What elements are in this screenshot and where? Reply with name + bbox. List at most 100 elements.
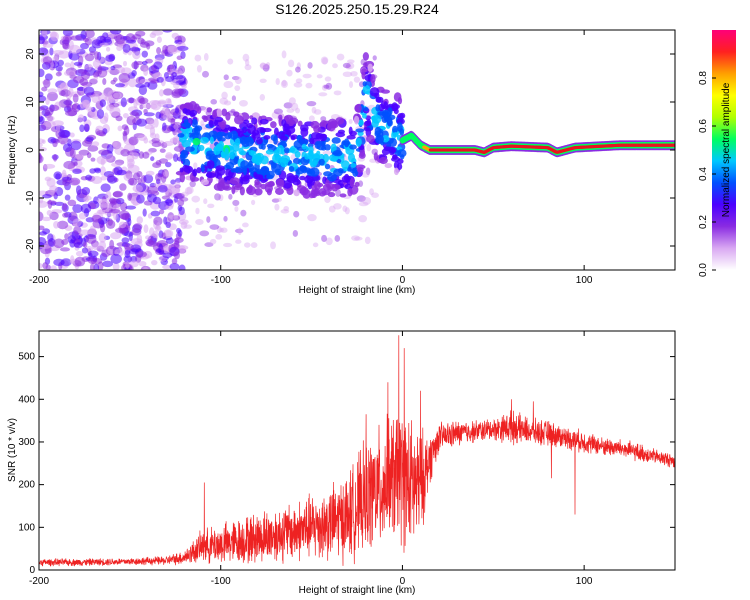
heatmap-blob xyxy=(163,72,169,79)
heatmap-blob xyxy=(367,63,373,72)
heatmap-blob xyxy=(336,53,345,61)
heatmap-blob xyxy=(259,118,269,125)
heatmap-blob xyxy=(135,113,140,119)
heatmap-blob xyxy=(347,59,355,64)
heatmap-blob xyxy=(153,61,163,70)
heatmap-blob xyxy=(120,202,128,212)
heatmap-blob xyxy=(270,161,277,169)
heatmap-blob xyxy=(146,42,151,50)
heatmap-blob xyxy=(131,152,139,160)
heatmap-blob xyxy=(39,231,47,236)
heatmap-blob xyxy=(89,225,96,236)
heatmap-blob xyxy=(313,125,321,133)
heatmap-blob xyxy=(115,34,126,45)
snr-frame xyxy=(38,330,676,571)
figure-title: S126.2025.250.15.29.R24 xyxy=(275,1,439,17)
heatmap-blob xyxy=(46,115,55,122)
heatmap-blob xyxy=(392,132,399,138)
heatmap-blob xyxy=(347,187,353,197)
heatmap-blob xyxy=(358,201,369,207)
heatmap-blob xyxy=(262,63,270,72)
heatmap-blob xyxy=(55,124,61,133)
heatmap-blob xyxy=(400,154,405,160)
heatmap-blob xyxy=(81,81,93,87)
heatmap-blob xyxy=(143,224,149,234)
heatmap-blob xyxy=(173,153,179,162)
heatmap-blob xyxy=(365,167,371,176)
heatmap-blob xyxy=(46,91,58,102)
heatmap-blob xyxy=(235,239,242,244)
heatmap-blob xyxy=(193,125,201,136)
heatmap-blob xyxy=(208,119,214,128)
heatmap-blob xyxy=(295,107,301,114)
snr-y-tick-label: 100 xyxy=(18,522,35,533)
heatmap-blob xyxy=(136,194,145,204)
heatmap-blob xyxy=(174,107,180,114)
heatmap-blob xyxy=(173,240,180,249)
snr-y-tick-label: 500 xyxy=(18,352,35,363)
heatmap-blob xyxy=(109,68,120,76)
heatmap-blob xyxy=(145,170,155,176)
spectrogram-y-label: Frequency (Hz) xyxy=(7,116,18,185)
heatmap-blob xyxy=(70,140,82,151)
heatmap-blob xyxy=(390,147,397,153)
heatmap-blob xyxy=(223,215,228,222)
heatmap-blob xyxy=(162,122,167,131)
heatmap-blob xyxy=(286,108,295,113)
heatmap-blob xyxy=(223,100,232,106)
heatmap-blob xyxy=(222,185,232,191)
heatmap-blob xyxy=(91,214,102,223)
heatmap-blob xyxy=(260,155,269,165)
heatmap-blob xyxy=(137,177,142,185)
snr-x-tick-label: -100 xyxy=(211,576,231,587)
heatmap-blob xyxy=(42,194,52,199)
heatmap-blob xyxy=(366,134,375,143)
heatmap-blob xyxy=(327,192,336,198)
heatmap-blob xyxy=(97,65,103,75)
heatmap-blob xyxy=(176,55,183,61)
heatmap-blob xyxy=(178,70,183,76)
heatmap-blob xyxy=(162,264,172,270)
heatmap-blob xyxy=(119,183,127,191)
heatmap-blob xyxy=(113,141,122,149)
heatmap-blob xyxy=(39,111,43,118)
heatmap-blob xyxy=(319,133,328,142)
heatmap-blob xyxy=(39,68,45,78)
heatmap-blob xyxy=(216,131,227,137)
heatmap-blob xyxy=(54,201,65,207)
heatmap-blob xyxy=(361,70,366,80)
heatmap-blob xyxy=(307,181,312,187)
heatmap-blob xyxy=(132,49,141,60)
snr-y-tick-label: 0 xyxy=(29,565,35,576)
heatmap-blob xyxy=(84,64,92,71)
heatmap-blob xyxy=(39,138,45,144)
heatmap-blob xyxy=(103,112,109,122)
heatmap-blob xyxy=(293,82,303,88)
heatmap-blob xyxy=(63,70,76,77)
heatmap-blob xyxy=(238,99,248,107)
heatmap-blob xyxy=(372,55,377,61)
heatmap-blob xyxy=(209,238,217,245)
heatmap-blob xyxy=(163,140,174,146)
heatmap-blob xyxy=(292,230,299,237)
heatmap-blob xyxy=(122,60,128,67)
heatmap-blob xyxy=(335,117,345,125)
heatmap-blob xyxy=(149,103,158,110)
heatmap-blob xyxy=(111,162,122,168)
heatmap-blob xyxy=(242,53,250,62)
heatmap-blob xyxy=(68,87,74,98)
heatmap-blob xyxy=(325,237,333,246)
heatmap-blob xyxy=(243,242,251,248)
heatmap-blob xyxy=(96,130,106,137)
heatmap-blob xyxy=(307,62,313,69)
heatmap-blob xyxy=(361,68,368,73)
heatmap-blob xyxy=(89,168,96,174)
heatmap-blob xyxy=(341,160,350,170)
heatmap-blob xyxy=(266,143,274,149)
snr-line xyxy=(39,335,675,567)
heatmap-blob xyxy=(234,183,242,188)
heatmap-blob xyxy=(270,241,276,250)
spectrogram-y-tick-label: 0 xyxy=(25,147,36,153)
heatmap-blob xyxy=(41,216,52,222)
heatmap-blob xyxy=(163,245,169,254)
